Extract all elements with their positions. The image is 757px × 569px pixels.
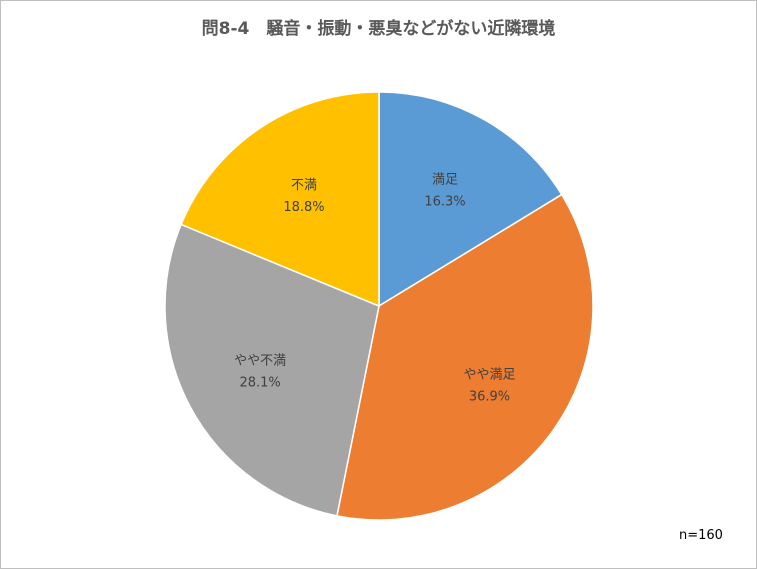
sample-size-note: n=160 — [679, 528, 723, 543]
pie-slice-yaya-manzoku — [336, 193, 594, 521]
slice-value-label-yaya-fuman: 28.1% — [239, 376, 280, 391]
slice-category-label-fuman: 不満 — [291, 178, 317, 193]
slice-category-label-yaya-fuman: やや不満 — [234, 354, 286, 369]
slice-value-label-yaya-manzoku: 36.9% — [469, 389, 510, 404]
slice-value-label-fuman: 18.8% — [283, 200, 324, 215]
pie-slice-manzoku — [378, 91, 563, 308]
slice-category-label-manzoku: 満足 — [432, 172, 458, 187]
slice-category-label-yaya-manzoku: やや満足 — [463, 367, 515, 382]
slice-value-label-manzoku: 16.3% — [424, 194, 465, 209]
chart-title: 問8-4 騒音・振動・悪臭などがない近隣環境 — [201, 19, 556, 39]
pie-slice-yaya-fuman — [164, 223, 380, 517]
pie-slice-fuman — [180, 91, 380, 308]
